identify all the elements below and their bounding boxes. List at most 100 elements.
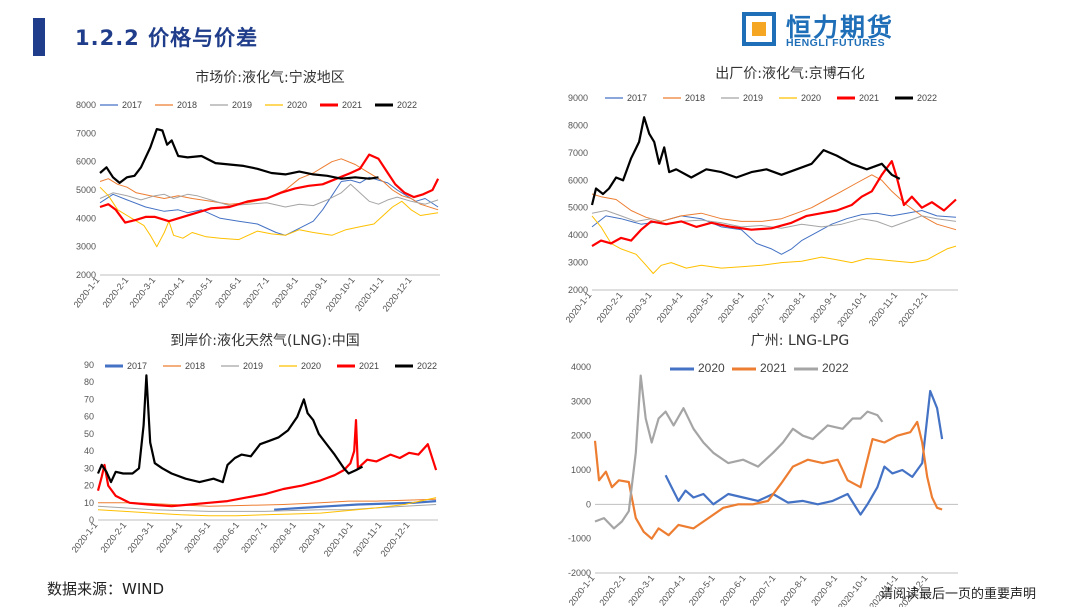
y-tick-label: 0 — [89, 515, 94, 525]
legend-label: 2021 — [859, 93, 879, 103]
y-tick-label: 70 — [84, 394, 94, 404]
x-tick-label: 2020-1-1 — [567, 573, 597, 607]
x-tick-label: 2020-5-1 — [182, 520, 212, 555]
legend-label: 2021 — [359, 361, 379, 371]
legend-label: 2018 — [177, 100, 197, 110]
hengli-logo: 恒力期货 HENGLI FUTURES — [742, 10, 910, 50]
x-tick-label: 2020-5-1 — [687, 573, 717, 607]
series-line-2020 — [97, 497, 437, 517]
legend-label: 2017 — [127, 361, 147, 371]
legend-label: 2018 — [185, 361, 205, 371]
legend-label: 2018 — [685, 93, 705, 103]
legend-label: 2017 — [627, 93, 647, 103]
series-line-2020 — [591, 215, 957, 274]
legend-label: 2022 — [822, 361, 849, 375]
x-tick-label: 2020-2-1 — [98, 520, 128, 555]
y-tick-label: 7000 — [568, 148, 588, 158]
x-tick-label: 2020-2-1 — [595, 290, 625, 325]
x-tick-label: 2020-12-1 — [380, 275, 413, 314]
chart-title: 出厂价:液化气:京博石化 — [715, 65, 864, 82]
x-tick-label: 2020-7-1 — [241, 275, 271, 310]
x-tick-label: 2020-12-1 — [378, 520, 411, 559]
y-tick-label: 1000 — [571, 465, 591, 475]
y-tick-label: 5000 — [568, 203, 588, 213]
x-tick-label: 2020-3-1 — [125, 520, 155, 555]
legend-label: 2022 — [917, 93, 937, 103]
logo-mark-icon — [742, 12, 776, 46]
x-tick-label: 2020-6-1 — [718, 573, 748, 607]
disclaimer-notice: 请阅读最后一页的重要声明 — [880, 587, 1037, 602]
x-tick-label: 2020-9-1 — [808, 290, 838, 325]
series-line-2019 — [99, 183, 439, 208]
series-line-2018 — [591, 174, 957, 231]
x-tick-label: 2020-8-1 — [777, 290, 807, 325]
y-tick-label: 5000 — [76, 185, 96, 195]
chart-spread: 广州: LNG-LPG -2000 -1000 0 1000 2000 3000 4000 20… — [540, 325, 1080, 607]
y-tick-label: 50 — [84, 429, 94, 439]
x-tick-label: 2020-3-1 — [127, 275, 157, 310]
y-tick-label: 30 — [84, 463, 94, 473]
x-tick-label: 2020-12-1 — [896, 290, 929, 329]
header-accent-bar — [33, 18, 45, 56]
legend-label: 2022 — [397, 100, 417, 110]
x-tick-label: 2020-6-1 — [213, 275, 243, 310]
y-tick-label: 3000 — [568, 258, 588, 268]
x-tick-label: 2020-1-1 — [564, 290, 594, 325]
y-tick-label: 4000 — [568, 230, 588, 240]
chart-ningbo: 市场价:液化气:宁波地区 2000 3000 4000 5000 6000 7000 8000… — [0, 60, 540, 322]
logo-en-text: HENGLI FUTURES — [786, 37, 886, 49]
x-tick-label: 2020-8-1 — [778, 573, 808, 607]
y-tick-label: 40 — [84, 446, 94, 456]
x-tick-label: 2020-11-1 — [867, 290, 900, 328]
series-line-2021 — [96, 419, 438, 508]
y-tick-label: 6000 — [568, 175, 588, 185]
x-tick-label: 2020-2-1 — [597, 573, 627, 607]
x-tick-label: 2020-4-1 — [156, 275, 186, 310]
legend-label: 2019 — [743, 93, 763, 103]
data-source-note: 数据来源：WIND — [47, 580, 165, 598]
y-tick-label: 10 — [84, 498, 94, 508]
chart-title: 到岸价:液化天然气(LNG):中国 — [170, 332, 359, 349]
chart-lng: 到岸价:液化天然气(LNG):中国 0 10 20 30 40 50 60 70 80 90 2020… — [0, 325, 540, 587]
chart-ningbo-svg: 市场价:液化气:宁波地区 2000 3000 4000 5000 6000 7000 8000… — [72, 69, 440, 314]
y-tick-label: 8000 — [568, 120, 588, 130]
series-line-2022 — [96, 374, 364, 484]
series-line-2022 — [594, 374, 884, 530]
y-tick-label: 9000 — [568, 93, 588, 103]
chart-lng-svg: 到岸价:液化天然气(LNG):中国 0 10 20 30 40 50 60 70 80 90 2020… — [70, 332, 438, 559]
x-tick-label: 2020-7-1 — [239, 520, 269, 555]
x-tick-label: 2020-2-1 — [100, 275, 130, 310]
legend-label: 2019 — [232, 100, 252, 110]
chart-title: 市场价:液化气:宁波地区 — [195, 69, 344, 86]
y-tick-label: 8000 — [76, 100, 96, 110]
x-tick-label: 2020-4-1 — [154, 520, 184, 555]
y-tick-label: 80 — [84, 377, 94, 387]
legend-label: 2020 — [801, 93, 821, 103]
x-tick-label: 2020-6-1 — [211, 520, 241, 555]
x-tick-label: 2020-10-1 — [836, 573, 869, 607]
x-tick-label: 2020-1-1 — [70, 520, 100, 555]
series-line-2022 — [590, 116, 901, 206]
page-title: 1.2.2 价格与价差 — [75, 26, 259, 50]
x-tick-label: 2020-7-1 — [748, 573, 778, 607]
x-tick-label: 2020-9-1 — [297, 520, 327, 555]
y-tick-label: 20 — [84, 481, 94, 491]
y-tick-label: 0 — [586, 499, 591, 509]
x-tick-label: 2020-1-1 — [72, 275, 102, 310]
legend-label: 2020 — [698, 361, 725, 375]
chart-jingbo: 出厂价:液化气:京博石化 2000 3000 4000 5000 6000 7000 8000… — [540, 60, 1080, 329]
x-tick-label: 2020-7-1 — [746, 290, 776, 325]
series-line-2018 — [99, 158, 439, 211]
series-line-2017 — [99, 176, 439, 236]
y-tick-label: 2000 — [571, 431, 591, 441]
y-tick-label: 3000 — [571, 396, 591, 406]
x-tick-label: 2020-3-1 — [626, 573, 656, 607]
chart-title: 广州: LNG-LPG — [751, 333, 849, 349]
legend-label: 2020 — [287, 100, 307, 110]
x-tick-label: 2020-9-1 — [299, 275, 329, 310]
x-tick-label: 2020-5-1 — [184, 275, 214, 310]
legend-label: 2021 — [760, 361, 787, 375]
series-line-2020 — [664, 389, 944, 516]
y-tick-label: 60 — [84, 412, 94, 422]
y-tick-label: 90 — [84, 360, 94, 370]
